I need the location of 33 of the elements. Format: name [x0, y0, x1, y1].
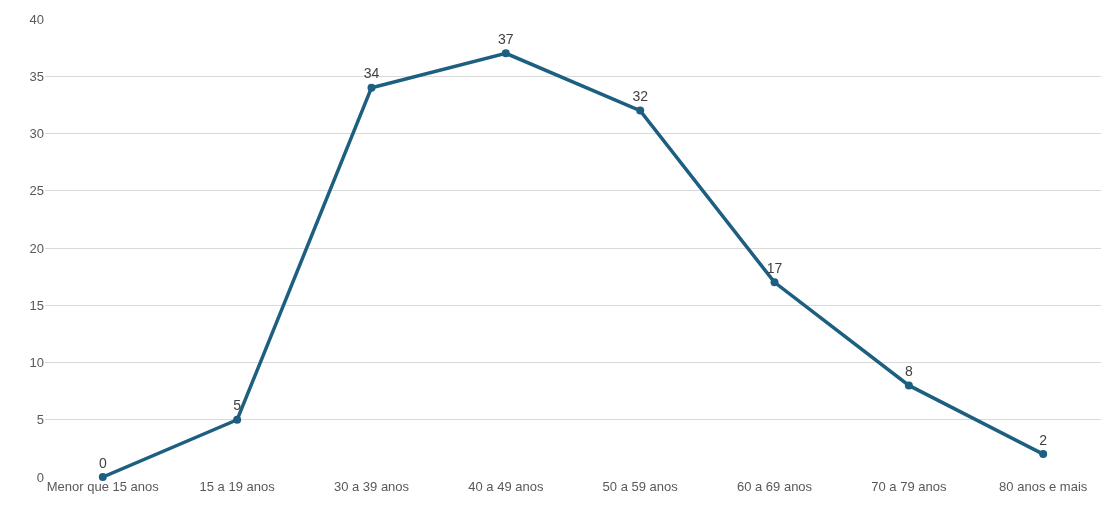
x-tick-label: 50 a 59 anos [602, 479, 679, 494]
point [367, 83, 376, 92]
point [1039, 450, 1048, 459]
data-label: 37 [498, 30, 514, 47]
point [904, 381, 913, 390]
y-tick-label: 30 [29, 126, 44, 142]
data-label: 8 [904, 362, 913, 379]
x-tick-label: 70 a 79 anos [871, 479, 947, 494]
x-tick-label: 30 a 39 anos [333, 479, 410, 494]
x-tick-label: 15 a 19 anos [199, 479, 276, 494]
x-tick-label: 40 a 49 anos [468, 479, 544, 494]
y-tick-label: 0 [36, 469, 44, 485]
data-label: 34 [363, 65, 380, 82]
point [98, 473, 107, 481]
y-tick-label: 40 [29, 11, 44, 27]
point [233, 415, 242, 424]
x-tick-label: Menor que 15 anos [46, 479, 160, 494]
y-tick-label: 15 [29, 297, 44, 313]
y-tick-label: 25 [29, 183, 44, 199]
x-tick-label: 80 anos e mais [999, 479, 1088, 494]
data-label: 2 [1039, 431, 1048, 448]
point [770, 278, 779, 287]
data-label: 17 [766, 259, 783, 276]
point [501, 49, 510, 58]
y-tick-label: 35 [29, 68, 44, 84]
y-tick-label: 5 [36, 412, 44, 428]
y-tick-label: 20 [29, 240, 44, 256]
data-label: 0 [98, 454, 107, 471]
x-tick-label: 60 a 69 anos [736, 479, 813, 494]
point [636, 106, 645, 115]
y-tick-label: 10 [29, 355, 44, 371]
data-label: 5 [233, 397, 242, 414]
data-label: 32 [632, 88, 649, 105]
